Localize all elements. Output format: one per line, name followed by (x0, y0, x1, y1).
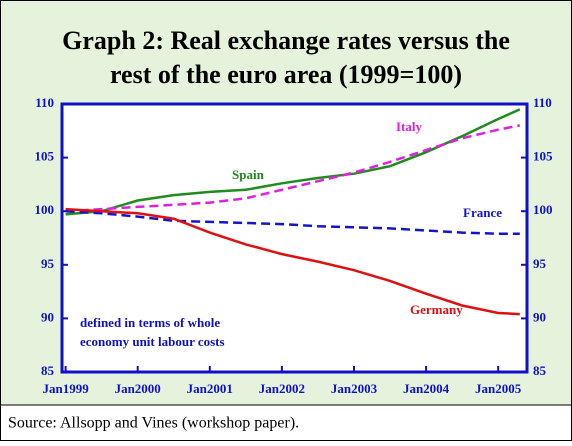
y-tick-label: 105 (35, 149, 55, 164)
y-tick-label: 110 (35, 95, 54, 110)
annotation: economy unit labour costs (80, 334, 225, 349)
series-label: Italy (396, 119, 423, 134)
annotation: defined in terms of whole (80, 315, 220, 330)
chart-title: Graph 2: Real exchange rates versus the (62, 26, 510, 55)
series-label: France (463, 205, 502, 220)
plot-area (62, 104, 527, 372)
chart-title: rest of the euro area (1999=100) (110, 60, 462, 89)
x-tick-label: Jan2005 (475, 381, 522, 396)
y-tick-label: 95 (41, 256, 55, 271)
y2-tick-label: 105 (533, 149, 553, 164)
y2-tick-label: 95 (533, 256, 547, 271)
x-tick-label: Jan1999 (42, 381, 89, 396)
series-line (65, 124, 521, 213)
series-line (65, 207, 520, 316)
y2-tick-label: 110 (533, 95, 552, 110)
y2-tick-label: 90 (533, 309, 546, 324)
y-tick-label: 85 (41, 363, 55, 378)
source-band (1, 405, 571, 440)
series-line (65, 108, 521, 216)
y-tick-label: 90 (41, 309, 54, 324)
x-tick-label: Jan2002 (259, 381, 305, 396)
series-label: Spain (232, 167, 265, 182)
y-tick-label: 100 (35, 202, 55, 217)
x-tick-label: Jan2001 (187, 381, 233, 396)
x-tick-label: Jan2004 (403, 381, 450, 396)
series-line (65, 209, 520, 235)
y2-tick-label: 85 (533, 363, 547, 378)
x-tick-label: Jan2003 (331, 381, 378, 396)
y2-tick-label: 100 (533, 202, 553, 217)
x-tick-label: Jan2000 (115, 381, 161, 396)
plot-border (60, 102, 529, 374)
source: Source: Allsopp and Vines (workshop pape… (8, 415, 299, 432)
series-label: Germany (410, 302, 463, 317)
